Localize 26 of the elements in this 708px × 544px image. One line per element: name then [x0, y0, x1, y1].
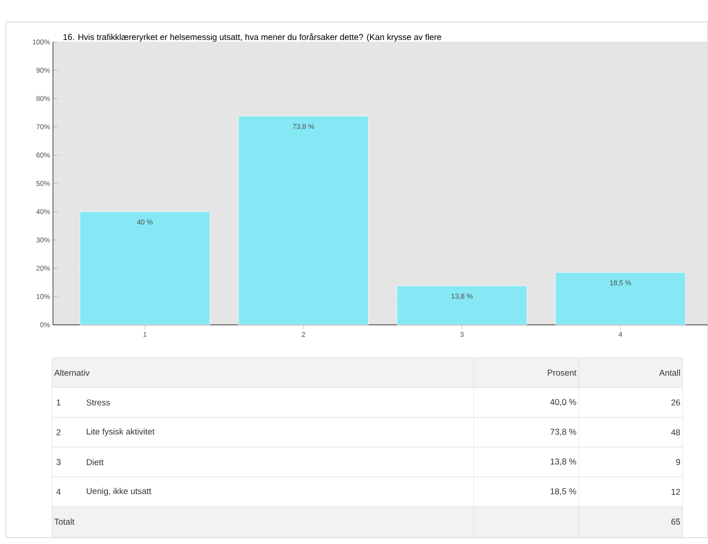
chart-title: 16. Hvis trafikklæreryrket er helsemessig utsatt, hva mener du forårsaker dette? (Kan krysse av flere: [63, 33, 442, 42]
text: 1: [56, 400, 60, 406]
text: 9: [676, 459, 680, 466]
text: Stress: [86, 400, 110, 406]
text: 2: [56, 429, 60, 436]
text: 3: [56, 459, 61, 466]
text: Totalt: [54, 518, 74, 525]
text: 26: [671, 400, 680, 406]
text: 12: [672, 489, 680, 495]
text: 4: [56, 489, 61, 495]
text: Diett: [86, 459, 104, 466]
text: 18,5 %: [550, 488, 576, 496]
bar: [80, 212, 210, 326]
text: 73,8 %: [550, 428, 576, 436]
text: 48: [671, 429, 680, 436]
bar: [555, 272, 686, 326]
bar: [396, 286, 528, 326]
text: Antall: [659, 370, 680, 376]
text: Alternativ: [54, 370, 90, 376]
text: Prosent: [548, 370, 576, 376]
text: 13,8 %: [550, 458, 576, 466]
text: Lite fysisk aktivitet: [86, 428, 155, 436]
bar: [238, 116, 369, 326]
text: Uenig, ikke utsatt: [86, 488, 152, 496]
text: 65: [671, 518, 680, 525]
text: 40,0 %: [550, 399, 576, 406]
